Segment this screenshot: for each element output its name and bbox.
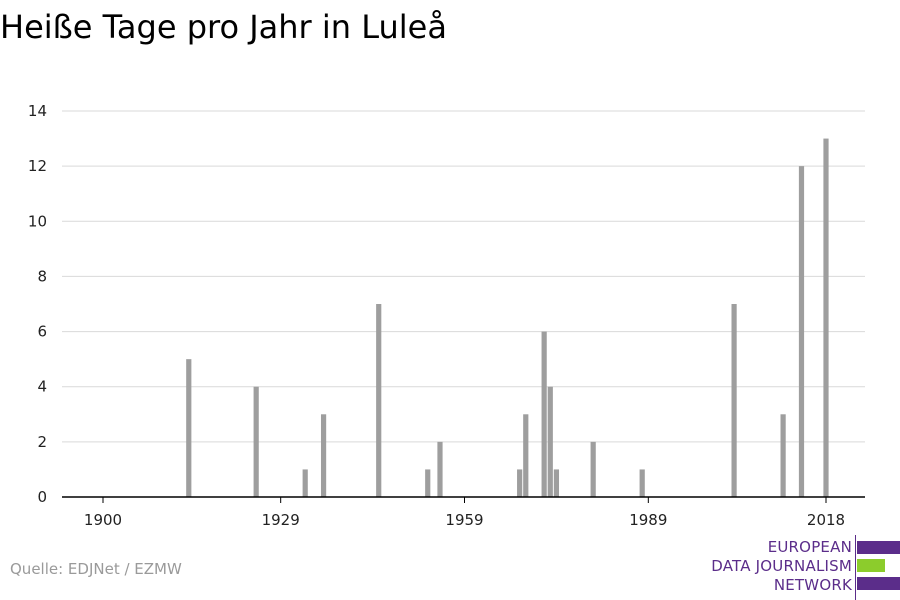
y-tick-label: 4 [37,378,47,396]
bar [517,469,523,497]
bars [186,138,829,498]
bar [302,469,308,497]
y-tick-label: 6 [37,323,47,341]
y-axis-labels: 0 2 4 6 8 10 12 14 [28,102,47,506]
y-tick-label: 2 [37,433,47,451]
logo-bar-green [857,559,885,572]
bar [731,304,737,497]
bar [253,386,259,497]
y-tick-label: 0 [37,488,47,506]
logo-line-1: EUROPEAN [767,538,852,556]
bar [186,359,192,497]
bar [590,441,596,497]
bar [780,414,786,497]
x-tick-label: 1959 [445,511,483,529]
bar [547,386,553,497]
gridlines [62,110,865,443]
bar [425,469,431,497]
logo-bar-purple-bottom [857,577,900,590]
bar [553,469,560,497]
logo-divider [855,535,856,600]
y-tick-label: 8 [37,267,47,285]
chart-title: Heiße Tage pro Jahr in Luleå [0,8,447,46]
bar [541,331,547,497]
x-tick-label: 2018 [807,511,845,529]
logo-line-2: DATA JOURNALISM [711,557,852,575]
source-note: Quelle: EDJNet / EZMW [10,560,182,578]
bar [437,441,443,497]
y-tick-label: 10 [28,212,47,230]
bar [823,138,829,498]
logo-bar-purple-top [857,541,900,554]
edjnet-logo: EUROPEAN DATA JOURNALISM NETWORK [700,535,900,600]
x-tick-label: 1900 [84,511,122,529]
bar [320,414,327,497]
x-tick-label: 1929 [262,511,300,529]
bar [523,414,529,497]
bar [376,304,382,497]
y-tick-label: 14 [28,102,47,120]
y-tick-label: 12 [28,157,47,175]
x-axis-labels: 1900 1929 1959 1989 2018 [84,511,845,529]
x-axis [62,496,865,503]
x-tick-label: 1989 [629,511,667,529]
bar [639,469,645,497]
logo-line-3: NETWORK [773,576,852,594]
bar [798,166,805,497]
